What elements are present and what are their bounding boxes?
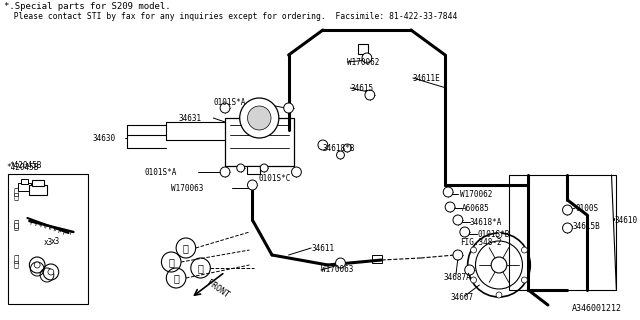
Text: 34631: 34631	[178, 114, 201, 123]
Bar	[225, 118, 294, 166]
Text: A346001212: A346001212	[572, 304, 622, 313]
Circle shape	[237, 164, 244, 172]
Text: ②: ②	[13, 220, 19, 229]
Text: 0101S*B: 0101S*B	[477, 229, 510, 238]
Bar	[509, 175, 616, 290]
Circle shape	[522, 247, 527, 253]
Circle shape	[337, 151, 344, 159]
Circle shape	[335, 258, 346, 268]
Text: 0101S*A: 0101S*A	[213, 98, 246, 107]
Circle shape	[445, 202, 455, 212]
Text: 34618*A: 34618*A	[470, 218, 502, 227]
Text: x3: x3	[51, 237, 60, 246]
Text: FRONT: FRONT	[205, 278, 231, 300]
Text: ①: ①	[183, 243, 189, 253]
Text: *42045B: *42045B	[10, 161, 42, 170]
Text: FIG.348-2: FIG.348-2	[460, 238, 502, 247]
Text: A60685: A60685	[462, 204, 490, 212]
Text: 0100S: 0100S	[575, 204, 598, 212]
Circle shape	[465, 265, 474, 275]
Text: ③: ③	[13, 260, 19, 269]
Circle shape	[365, 90, 375, 100]
Text: *.Special parts for S209 model.: *.Special parts for S209 model.	[4, 2, 170, 11]
Text: ①: ①	[13, 188, 19, 197]
Text: W170062: W170062	[348, 58, 380, 67]
Text: ②: ②	[13, 222, 19, 231]
Circle shape	[284, 103, 294, 113]
Text: 0101S*A: 0101S*A	[145, 167, 177, 177]
Text: 34630: 34630	[93, 133, 116, 142]
Text: Please contact STI by fax for any inquiries except for ordering.  Facsimile: 81-: Please contact STI by fax for any inquir…	[4, 12, 458, 21]
Circle shape	[318, 140, 328, 150]
Circle shape	[248, 180, 257, 190]
Text: x3: x3	[44, 238, 53, 247]
Bar	[246, 166, 260, 174]
Text: 34687A: 34687A	[444, 274, 471, 283]
Text: ③: ③	[13, 255, 19, 264]
Circle shape	[292, 167, 301, 177]
Circle shape	[35, 262, 40, 268]
Bar	[32, 180, 44, 186]
Circle shape	[220, 167, 230, 177]
Circle shape	[496, 292, 502, 298]
Circle shape	[362, 53, 372, 63]
Text: ①: ①	[13, 192, 19, 201]
Circle shape	[248, 106, 271, 130]
Bar	[29, 185, 47, 195]
Circle shape	[563, 223, 572, 233]
Circle shape	[470, 247, 477, 253]
Circle shape	[48, 269, 54, 275]
Text: ②: ②	[173, 273, 179, 283]
Text: 34618*B: 34618*B	[323, 143, 355, 153]
Text: ③: ③	[198, 263, 204, 273]
Text: ②: ②	[168, 257, 174, 267]
Bar	[8, 174, 88, 304]
Circle shape	[496, 232, 502, 238]
Circle shape	[460, 227, 470, 237]
Circle shape	[491, 257, 507, 273]
Circle shape	[220, 103, 230, 113]
Bar	[372, 255, 381, 263]
Text: W170063: W170063	[321, 266, 353, 275]
Circle shape	[344, 144, 351, 152]
Text: 34615: 34615	[350, 84, 373, 92]
Circle shape	[444, 187, 453, 197]
Circle shape	[453, 250, 463, 260]
Text: W170062: W170062	[460, 189, 492, 198]
Text: 34611E: 34611E	[413, 74, 440, 83]
Circle shape	[240, 98, 279, 138]
Text: W170063: W170063	[172, 183, 204, 193]
Circle shape	[453, 215, 463, 225]
Bar	[20, 179, 28, 184]
Text: 34611: 34611	[311, 244, 334, 252]
Bar	[358, 44, 368, 54]
Circle shape	[522, 277, 527, 283]
Text: *42045B: *42045B	[6, 163, 38, 172]
Text: 34610: 34610	[614, 215, 637, 225]
Circle shape	[470, 277, 477, 283]
Text: 34607: 34607	[450, 293, 473, 302]
Circle shape	[260, 164, 268, 172]
Circle shape	[563, 205, 572, 215]
Text: 34615B: 34615B	[572, 221, 600, 230]
Text: 0101S*C: 0101S*C	[259, 173, 291, 182]
Bar	[18, 183, 31, 191]
